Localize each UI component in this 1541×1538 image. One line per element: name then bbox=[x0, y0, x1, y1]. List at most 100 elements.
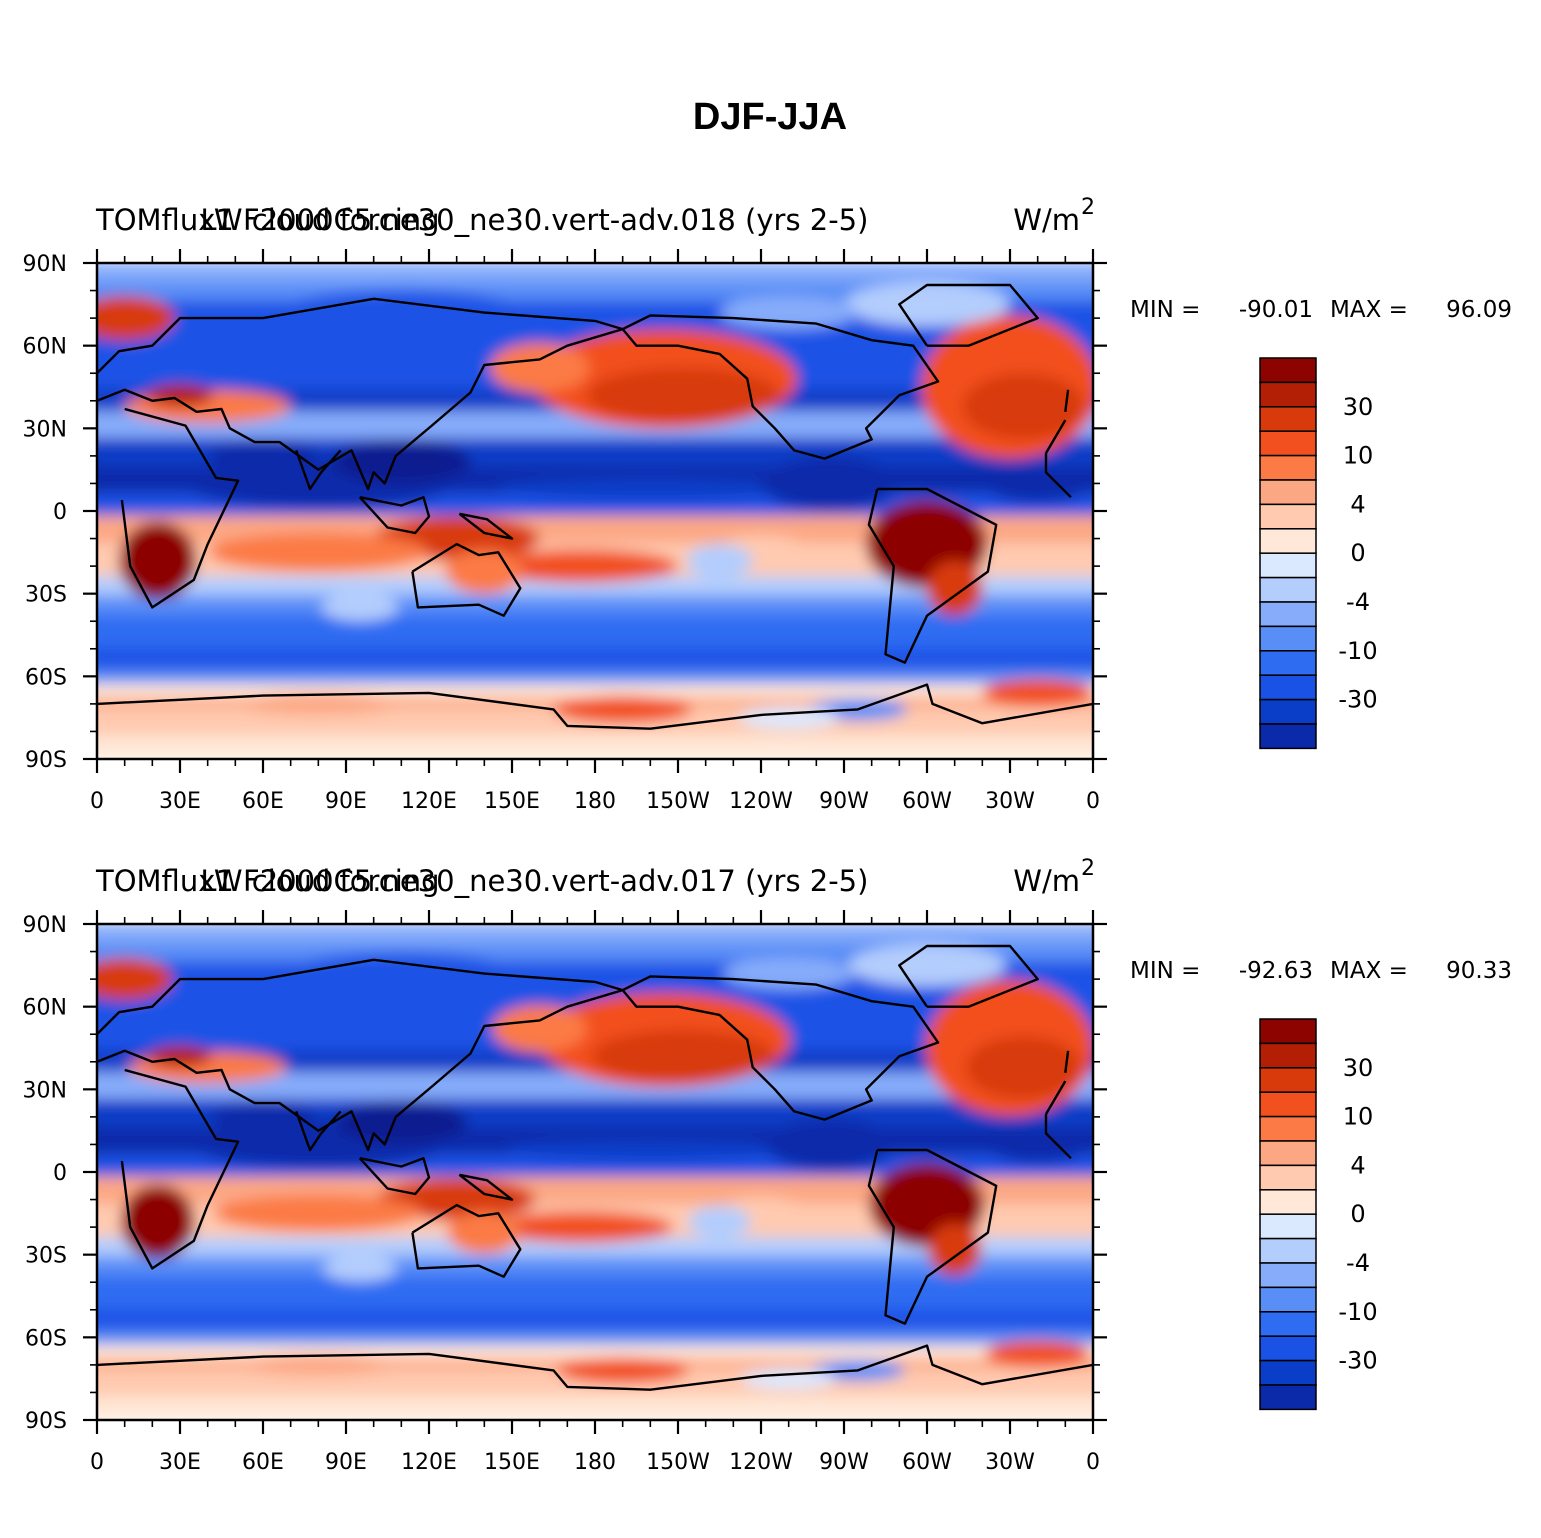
colorbar-box bbox=[1259, 430, 1317, 457]
x-tick-label: 60W bbox=[902, 1450, 952, 1475]
x-tick-label: 60E bbox=[242, 789, 284, 814]
x-tick-label: 120E bbox=[401, 1450, 457, 1475]
coastline bbox=[1044, 453, 1072, 499]
colorbar-box bbox=[1259, 1262, 1317, 1289]
field-blob bbox=[207, 439, 319, 473]
colorbar-box bbox=[1259, 454, 1317, 481]
y-tick-label: 60S bbox=[25, 1326, 67, 1351]
coastline bbox=[97, 958, 624, 1152]
x-tick-label: 30E bbox=[159, 789, 201, 814]
panel-top-coastlines bbox=[97, 283, 1093, 730]
coastline bbox=[120, 1068, 240, 1270]
colorbar-box bbox=[1259, 381, 1317, 408]
panel-bottom-colorbar: 30 10 4 0 -4 -10 -30 bbox=[1259, 1018, 1378, 1411]
field-blob bbox=[687, 1205, 752, 1238]
x-tick-label: 30W bbox=[985, 1450, 1035, 1475]
field-blob bbox=[553, 695, 692, 724]
x-tick-label: 0 bbox=[90, 789, 104, 814]
colorbar-box bbox=[1259, 601, 1317, 628]
field-band bbox=[97, 924, 1093, 945]
field-blob bbox=[484, 549, 678, 583]
colorbar-label: 30 bbox=[1343, 1054, 1374, 1082]
field-blob bbox=[722, 957, 855, 990]
x-tick-label: 30W bbox=[985, 789, 1035, 814]
panel-bottom-ticks: 0 30E 60E 90E 120E 150E 180 150W 120W 90W 60W 30W 09… bbox=[23, 910, 1107, 1475]
colorbar-box bbox=[1259, 650, 1317, 676]
colorbar-box bbox=[1259, 698, 1317, 725]
y-tick-label: 0 bbox=[53, 1161, 67, 1186]
field-band bbox=[97, 576, 1093, 598]
panel-top: TOMflux1 F2000C5.ne30_ne30.vert-adv.018 … bbox=[23, 195, 1512, 814]
coastline bbox=[97, 683, 1093, 730]
field-blob bbox=[489, 1211, 674, 1243]
coastline bbox=[97, 297, 624, 491]
coastline bbox=[458, 1173, 514, 1201]
colorbar-box bbox=[1259, 1359, 1317, 1386]
colorbar-box bbox=[1259, 406, 1317, 432]
colorbar-box bbox=[1259, 1213, 1317, 1240]
panel-top-min-label: MIN = bbox=[1130, 297, 1200, 323]
y-tick-label: 60N bbox=[23, 335, 67, 360]
field-blob bbox=[761, 455, 900, 512]
field-blob bbox=[982, 679, 1093, 707]
colorbar-box bbox=[1259, 528, 1317, 554]
field-blob bbox=[335, 1101, 468, 1144]
field-blob bbox=[97, 958, 172, 1001]
field-band bbox=[97, 1275, 1093, 1311]
coastline bbox=[358, 496, 431, 535]
field-blob bbox=[492, 1005, 587, 1053]
x-tick-label: 90E bbox=[325, 1450, 367, 1475]
panel-top-center-title: LW cloud forcing bbox=[200, 203, 439, 237]
colorbar-label: -10 bbox=[1338, 1298, 1377, 1326]
panel-top-max-value: 96.09 bbox=[1446, 297, 1512, 323]
x-tick-label: 120W bbox=[729, 789, 793, 814]
coastline bbox=[120, 407, 240, 609]
colorbar-label: -30 bbox=[1338, 1347, 1377, 1375]
field-band bbox=[97, 1237, 1093, 1259]
field-blob bbox=[844, 282, 1010, 327]
colorbar-box bbox=[1259, 1237, 1317, 1264]
y-tick-label: 60N bbox=[23, 996, 67, 1021]
colorbar-label: 4 bbox=[1350, 1151, 1365, 1179]
field-blob bbox=[321, 593, 399, 622]
field-blob bbox=[966, 1035, 1082, 1099]
colorbar-label: -4 bbox=[1346, 588, 1370, 616]
field-blob bbox=[498, 477, 803, 500]
coastline bbox=[458, 512, 514, 540]
field-blob bbox=[239, 1354, 398, 1376]
coastline bbox=[867, 1148, 998, 1325]
field-blob bbox=[146, 384, 214, 407]
y-tick-label: 30N bbox=[23, 1078, 67, 1103]
panel-top-ticks: 0 30E 60E 90E 120E 150E 180 150W 120W 90W 60W 30W 09… bbox=[23, 249, 1107, 814]
panel-bottom: TOMflux1 F2000C5.ne30_ne30.vert-adv.017 … bbox=[23, 856, 1512, 1475]
panel-bottom-field bbox=[97, 924, 1093, 1420]
colorbar-label: 0 bbox=[1350, 539, 1365, 567]
field-blob bbox=[489, 342, 590, 393]
panel-top-min-value: -90.01 bbox=[1239, 297, 1313, 323]
panel-bottom-min-label: MIN = bbox=[1130, 958, 1200, 984]
panel-top-units: W/m bbox=[1013, 203, 1080, 237]
field-blob bbox=[213, 1195, 424, 1232]
field-blob bbox=[556, 1357, 689, 1384]
colorbar-box bbox=[1259, 552, 1317, 579]
colorbar-label: -4 bbox=[1346, 1249, 1370, 1277]
field-blob bbox=[928, 1222, 981, 1276]
coastline bbox=[1064, 389, 1070, 412]
y-tick-label: 90S bbox=[25, 1409, 67, 1434]
colorbar-box bbox=[1259, 723, 1317, 750]
field-band bbox=[97, 669, 1093, 686]
field-blob bbox=[927, 560, 983, 616]
colorbar-box bbox=[1259, 576, 1317, 603]
field-blob bbox=[235, 692, 402, 715]
x-tick-label: 150W bbox=[646, 789, 710, 814]
field-band bbox=[97, 1396, 1093, 1420]
coastline bbox=[1044, 1114, 1072, 1160]
field-band bbox=[97, 647, 1093, 672]
y-tick-label: 30S bbox=[25, 1244, 67, 1269]
x-tick-label: 60E bbox=[242, 1450, 284, 1475]
colorbar-label: 0 bbox=[1350, 1200, 1365, 1228]
colorbar-label: 10 bbox=[1343, 1103, 1374, 1131]
colorbar-box bbox=[1259, 1384, 1317, 1411]
panel-top-field bbox=[97, 263, 1093, 759]
coastline bbox=[295, 449, 342, 491]
